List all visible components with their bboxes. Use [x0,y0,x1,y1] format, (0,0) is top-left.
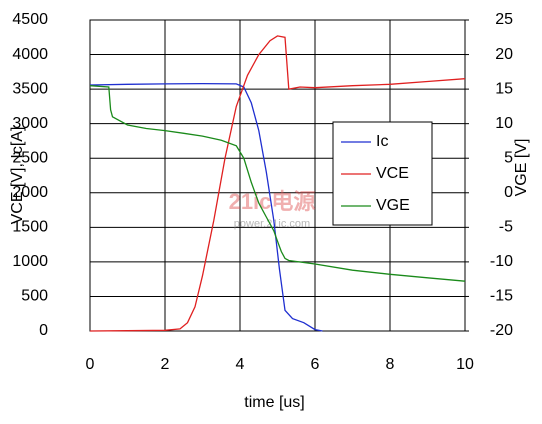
y2-tick-label: -10 [490,253,513,270]
y-tick-label: 4500 [12,11,48,28]
y-tick-label: 1500 [12,219,48,236]
y2-tick-label: -5 [499,219,513,236]
data-line [89,85,466,282]
x-tick-label: 10 [456,356,474,373]
y2-axis-label: VGE [V] [513,139,530,197]
x-tick-label: 4 [236,356,245,373]
plot-frame [89,19,466,332]
y-tick-label: 2000 [12,184,48,201]
y2-tick-label: 10 [495,115,513,132]
legend-label: VGE [376,197,410,214]
legend-label: Ic [376,133,388,150]
data-line [89,82,323,332]
watermark: power.21ic.com [234,218,310,230]
x-tick-label: 0 [86,356,95,373]
y2-tick-label: 25 [495,11,513,28]
x-tick-label: 6 [311,356,320,373]
y2-tick-label: 20 [495,46,513,63]
y-tick-label: 4000 [12,46,48,63]
y-tick-label: 3000 [12,115,48,132]
y2-tick-label: 0 [504,184,513,201]
x-tick-label: 2 [161,356,170,373]
y-tick-label: 0 [39,322,48,339]
y-tick-label: 2500 [12,149,48,166]
y2-tick-label: -20 [490,322,513,339]
y-axis-label: VCE [V], Ic[A] [9,127,26,225]
y-tick-label: 3500 [12,80,48,97]
legend-label: VCE [376,165,409,182]
x-tick-label: 8 [386,356,395,373]
y-tick-label: 1000 [12,253,48,270]
y2-tick-label: -15 [490,288,513,305]
y2-tick-label: 15 [495,80,513,97]
y-tick-label: 500 [21,288,48,305]
y2-tick-label: 5 [504,149,513,166]
x-axis-label: time [us] [244,394,304,411]
data-line [89,35,466,332]
